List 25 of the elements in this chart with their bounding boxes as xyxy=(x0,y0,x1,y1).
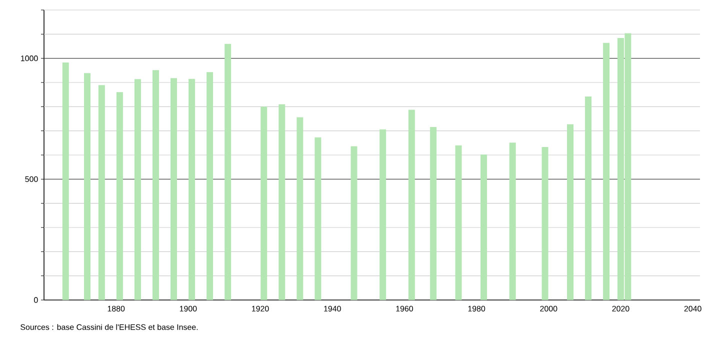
bar xyxy=(350,146,358,300)
bar xyxy=(98,85,105,300)
bar xyxy=(455,145,462,300)
bar xyxy=(134,79,141,300)
bar xyxy=(542,147,548,300)
bar xyxy=(296,117,304,300)
bar xyxy=(408,110,415,300)
bar xyxy=(278,104,286,300)
bar xyxy=(567,124,574,300)
bar xyxy=(206,72,214,300)
bar xyxy=(603,42,610,300)
bar xyxy=(260,106,268,300)
bar xyxy=(314,137,322,300)
bar xyxy=(224,44,232,300)
bar xyxy=(62,62,69,300)
bar xyxy=(188,78,196,300)
bar xyxy=(170,78,178,300)
bar xyxy=(509,142,516,300)
bar xyxy=(430,126,437,300)
bar xyxy=(480,154,487,300)
bar xyxy=(585,96,592,300)
bar xyxy=(116,92,123,300)
bar xyxy=(380,129,386,300)
bar xyxy=(152,70,159,300)
bar xyxy=(84,73,90,300)
